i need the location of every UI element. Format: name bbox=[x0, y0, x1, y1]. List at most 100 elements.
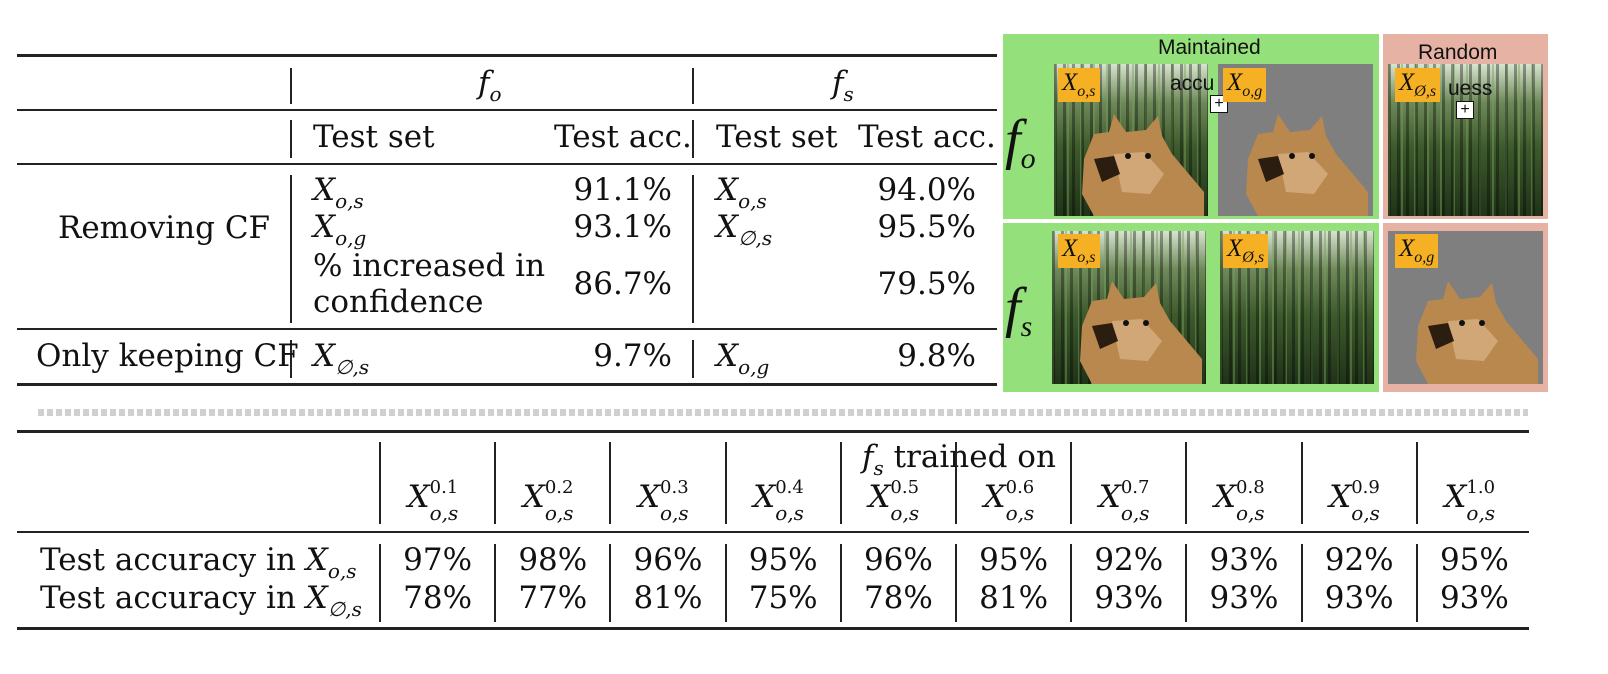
test-acc: 95.5% bbox=[877, 209, 976, 245]
col-separator bbox=[1070, 544, 1073, 622]
col-separator bbox=[692, 340, 694, 378]
accuracy-xemptys-value: 81% bbox=[633, 580, 703, 616]
accuracy-xos-value: 96% bbox=[633, 542, 703, 578]
col-separator bbox=[839, 442, 842, 524]
col-separator bbox=[955, 544, 957, 622]
maintained-label: Maintained bbox=[1158, 36, 1261, 59]
dataset-tag: Xo,s bbox=[1058, 234, 1100, 268]
accuracy-xemptys-value: 75% bbox=[748, 580, 818, 616]
col-separator bbox=[692, 68, 694, 104]
bottom-rule bbox=[17, 627, 1529, 630]
col-separator bbox=[1185, 442, 1188, 524]
row-label-xos: Test accuracy in Xo,s bbox=[40, 542, 357, 583]
accuracy-xos-value: 98% bbox=[518, 542, 588, 578]
panel-divider bbox=[1003, 219, 1548, 223]
confidence-label-line2: confidence bbox=[313, 284, 484, 320]
ratio-column-header: X 0.8 o,s bbox=[1213, 477, 1265, 525]
col-separator bbox=[1070, 442, 1073, 524]
col-separator bbox=[724, 442, 727, 524]
col-test-set: Test set bbox=[313, 119, 435, 155]
ratio-column-header: X 0.5 o,s bbox=[868, 477, 920, 525]
header-rule bbox=[17, 109, 997, 111]
col-separator bbox=[290, 175, 292, 323]
accuracy-xos-value: 92% bbox=[1324, 542, 1394, 578]
mid-rule bbox=[17, 328, 997, 330]
accuracy-xemptys-value: 78% bbox=[863, 580, 933, 616]
accuracy-label-fragment: accu bbox=[1170, 72, 1215, 95]
accuracy-xos-value: 95% bbox=[979, 542, 1049, 578]
test-acc: 93.1% bbox=[573, 209, 672, 245]
accuracy-xemptys-value: 78% bbox=[403, 580, 473, 616]
test-set: Xo,g bbox=[313, 209, 367, 250]
col-separator bbox=[1415, 544, 1418, 622]
accuracy-xos-value: 92% bbox=[1094, 542, 1164, 578]
test-acc: 9.8% bbox=[897, 338, 976, 374]
col-separator bbox=[379, 442, 381, 524]
test-set: X∅,s bbox=[313, 338, 370, 379]
test-acc: 91.1% bbox=[573, 172, 672, 208]
col-test-acc: Test acc. bbox=[554, 119, 692, 155]
dog-image bbox=[1246, 114, 1368, 216]
confidence-label-line1: % increased in bbox=[313, 248, 546, 284]
test-acc: 94.0% bbox=[877, 172, 976, 208]
test-set: Xo,s bbox=[716, 172, 767, 213]
accuracy-xos-value: 96% bbox=[863, 542, 933, 578]
test-set: Xo,g bbox=[716, 338, 770, 379]
top-rule bbox=[17, 54, 997, 57]
col-separator bbox=[494, 442, 497, 524]
header-fo: fo bbox=[478, 65, 502, 106]
ratio-column-header: X 0.3 o,s bbox=[637, 477, 689, 525]
dataset-tag: Xo,s bbox=[1058, 68, 1100, 102]
dog-image bbox=[1416, 281, 1538, 384]
col-separator bbox=[379, 544, 381, 622]
dataset-tag: Xo,g bbox=[1395, 234, 1439, 268]
row-label-xemptys: Test accuracy in X∅,s bbox=[40, 580, 362, 621]
header-rule bbox=[17, 531, 1529, 533]
dog-on-bamboo-image bbox=[1052, 231, 1206, 384]
col-test-acc: Test acc. bbox=[858, 119, 996, 155]
row-label-keeping: Only keeping CF bbox=[36, 338, 299, 374]
dog-image bbox=[1082, 114, 1204, 216]
col-separator bbox=[609, 442, 612, 524]
row-label-removing: Removing CF bbox=[58, 210, 271, 246]
dog-image bbox=[1080, 281, 1202, 384]
dataset-tag: Xo,g bbox=[1223, 68, 1267, 102]
accuracy-xos-value: 95% bbox=[748, 542, 818, 578]
col-separator bbox=[494, 544, 497, 622]
col-separator bbox=[692, 175, 694, 323]
accuracy-xemptys-value: 93% bbox=[1324, 580, 1394, 616]
test-set: X∅,s bbox=[716, 209, 773, 250]
random-label: Random bbox=[1418, 41, 1498, 64]
col-separator bbox=[724, 544, 727, 622]
ratio-column-header: X 0.6 o,s bbox=[983, 477, 1035, 525]
accuracy-xemptys-value: 93% bbox=[1439, 580, 1509, 616]
col-separator bbox=[290, 340, 292, 378]
row-label-fs: fs bbox=[1005, 277, 1033, 343]
accuracy-xos-value: 95% bbox=[1439, 542, 1509, 578]
ratio-column-header: X 0.2 o,s bbox=[522, 477, 574, 525]
ratio-column-header: X 0.9 o,s bbox=[1329, 477, 1380, 525]
col-separator bbox=[1185, 544, 1188, 622]
col-separator bbox=[290, 120, 292, 158]
accuracy-xemptys-value: 93% bbox=[1209, 580, 1279, 616]
test-set: Xo,s bbox=[313, 172, 364, 213]
accuracy-xos-value: 93% bbox=[1209, 542, 1279, 578]
bottom-rule bbox=[17, 383, 997, 386]
ratio-column-header: X 0.4 o,s bbox=[753, 477, 804, 525]
col-separator bbox=[1415, 442, 1418, 524]
col-separator bbox=[1300, 544, 1303, 622]
accuracy-xemptys-value: 93% bbox=[1094, 580, 1164, 616]
col-separator bbox=[955, 442, 957, 524]
ratio-column-header: X 0.1 o,s bbox=[407, 477, 459, 525]
section-divider bbox=[38, 409, 1528, 416]
col-separator bbox=[290, 68, 292, 104]
expand-icon[interactable]: + bbox=[1456, 101, 1474, 119]
col-separator bbox=[692, 120, 694, 158]
top-rule bbox=[17, 430, 1529, 433]
col-separator bbox=[609, 544, 612, 622]
panel-divider bbox=[1379, 34, 1383, 392]
subheader-rule bbox=[17, 163, 997, 165]
trained-on-header: fs trained on bbox=[862, 439, 1056, 480]
test-acc: 79.5% bbox=[877, 266, 976, 302]
header-fs: fs bbox=[832, 65, 854, 106]
